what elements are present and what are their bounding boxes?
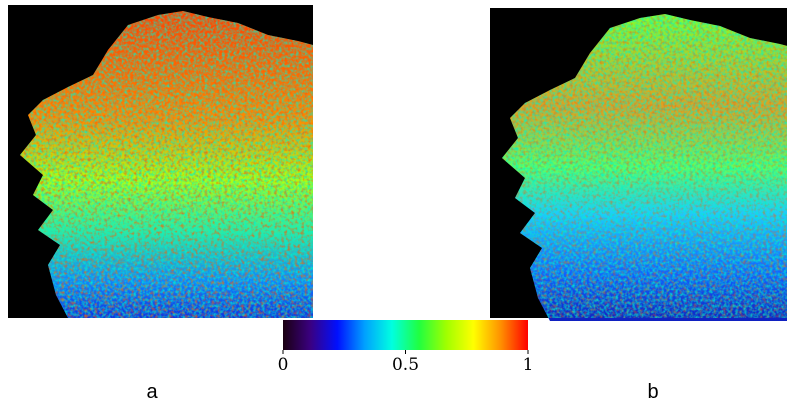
colorbar-tick-label: 0: [278, 355, 289, 375]
map-panel: [8, 5, 313, 318]
colorbar-tick-label: 0.5: [392, 355, 419, 375]
panel-label: a: [146, 381, 158, 403]
colorbar-tick-label: 1: [523, 355, 534, 375]
map-panel: [490, 8, 787, 321]
colorbar: [283, 320, 528, 350]
panel-label: b: [647, 381, 658, 403]
